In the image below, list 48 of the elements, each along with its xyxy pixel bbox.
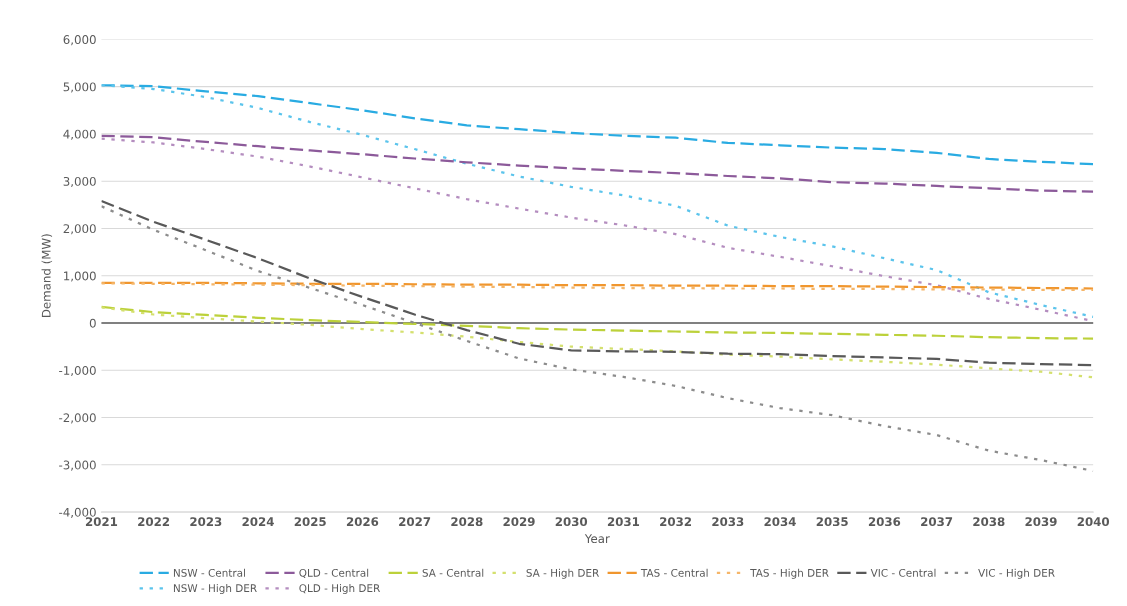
- y-tick-label: 1,000: [64, 271, 96, 282]
- legend-label: NSW - High DER: [173, 584, 257, 595]
- y-tick-label: -3,000: [59, 460, 96, 471]
- x-tick-label: 2024: [242, 517, 274, 527]
- x-tick-label: 2025: [294, 517, 326, 527]
- legend-label: SA - High DER: [526, 568, 599, 579]
- y-axis-title: Demand (MW): [41, 234, 53, 318]
- line-series: [101, 306, 1094, 379]
- x-tick-label: 2035: [816, 517, 848, 527]
- line-series: [101, 84, 1094, 318]
- line-series: [101, 134, 1094, 193]
- x-tick-label: 2037: [921, 517, 953, 527]
- x-tick-label: 2026: [346, 517, 379, 527]
- x-tick-label: 2022: [138, 517, 170, 527]
- x-tick-label: 2029: [503, 517, 535, 527]
- x-tick-label: 2030: [555, 517, 588, 527]
- y-tick-label: 4,000: [63, 129, 96, 140]
- x-tick-label: 2036: [868, 517, 901, 527]
- line-series: [101, 199, 1094, 367]
- x-tick-label: 2027: [399, 517, 431, 527]
- x-tick-label: 2021: [85, 517, 118, 527]
- y-tick-label: 0: [89, 318, 96, 328]
- legend-label: TAS - Central: [640, 568, 708, 577]
- legend-label: SA - Central: [422, 568, 484, 577]
- legend-label: QLD - Central: [299, 568, 369, 578]
- y-tick-label: -1,000: [59, 365, 96, 377]
- y-tick-label: 2,000: [63, 224, 96, 235]
- x-tick-label: 2031: [607, 517, 640, 527]
- x-tick-label: 2028: [451, 517, 483, 527]
- legend-label: VIC - Central: [870, 568, 936, 577]
- legend-label: TAS - High DER: [750, 568, 829, 579]
- x-tick-label: 2039: [1025, 517, 1057, 527]
- x-axis-title: Year: [584, 534, 610, 544]
- y-tick-label: 3,000: [63, 176, 96, 188]
- x-tick-label: 2023: [190, 517, 222, 527]
- legend-label: NSW - Central: [173, 568, 245, 577]
- line-series: [101, 305, 1094, 340]
- x-tick-label: 2032: [660, 517, 692, 527]
- y-tick-label: 5,000: [63, 82, 96, 93]
- y-tick-label: 6,000: [63, 35, 96, 46]
- y-tick-label: -2,000: [59, 413, 96, 424]
- x-tick-label: 2033: [712, 517, 744, 527]
- x-tick-label: 2038: [973, 517, 1005, 527]
- legend-label: VIC - High DER: [978, 568, 1055, 579]
- legend-label: QLD - High DER: [299, 584, 380, 595]
- y-tick-label: -4,000: [59, 507, 96, 518]
- x-tick-label: 2034: [764, 517, 796, 527]
- x-tick-label: 2040: [1077, 517, 1110, 527]
